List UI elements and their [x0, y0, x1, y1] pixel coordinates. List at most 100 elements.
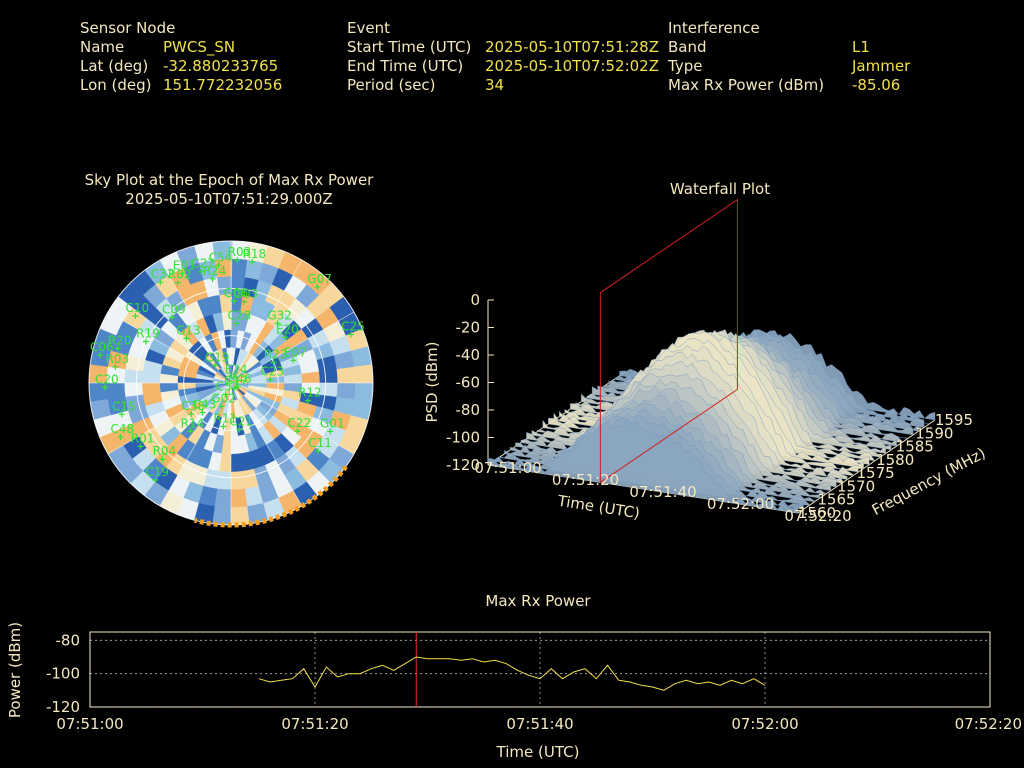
- satellite-label: R23: [264, 347, 288, 361]
- satellite-label: C06: [90, 340, 114, 354]
- satellite-marker: [215, 262, 222, 269]
- sky-cell: [350, 399, 373, 422]
- satellite-marker: [101, 384, 108, 391]
- sky-cell: [221, 311, 232, 331]
- sky-cell: [199, 360, 218, 375]
- sky-cell: [203, 276, 221, 298]
- sky-cell: [89, 344, 112, 367]
- sky-cell: [231, 346, 237, 366]
- maxpower-x-tick-label: 07:52:00: [731, 715, 798, 733]
- sky-cell: [192, 502, 215, 525]
- sky-cell: [229, 470, 245, 491]
- satellite-marker: [240, 298, 247, 305]
- sky-cell: [231, 311, 242, 331]
- sky-cell: [164, 402, 185, 419]
- satellite-marker: [249, 258, 256, 265]
- satellite-label: C28: [227, 308, 251, 322]
- sky-cell: [231, 258, 249, 278]
- sky-spoke: [159, 259, 232, 384]
- sky-cell: [241, 468, 259, 490]
- satellite-r03b: R03: [106, 352, 129, 370]
- satellite-label: G32: [267, 308, 292, 322]
- satellite-marker: [142, 338, 149, 345]
- satellite-c06: C06: [90, 340, 114, 359]
- sky-cell: [231, 375, 249, 383]
- satellite-label: C17: [224, 373, 248, 387]
- satellite-e07: E07: [284, 345, 307, 364]
- satellite-r24: R24: [203, 264, 226, 282]
- sky-cell: [248, 336, 265, 356]
- sky-cell: [195, 316, 212, 337]
- satellite-label: C25: [341, 320, 365, 334]
- sky-cell: [285, 298, 308, 321]
- satellite-g07: G07: [307, 272, 332, 290]
- sky-cell: [209, 415, 222, 436]
- sky-cell: [216, 383, 231, 396]
- sky-cell: [257, 425, 275, 446]
- sky-cell: [252, 340, 270, 359]
- satellite-c48: C48: [111, 422, 134, 440]
- satellite-marker: [209, 275, 216, 282]
- sky-cell: [176, 305, 197, 327]
- waterfall-z-tick-label: -80: [456, 401, 481, 419]
- sky-cell: [274, 453, 297, 477]
- sky-cell: [165, 289, 188, 313]
- satellite-e24: E24: [225, 363, 248, 381]
- satellite-marker: [314, 283, 321, 290]
- satellite-label: C20: [95, 372, 119, 386]
- sky-cell: [237, 398, 250, 417]
- sky-cell: [220, 435, 231, 455]
- sky-cell: [235, 329, 246, 349]
- sky-cell: [243, 357, 260, 373]
- sky-cell: [231, 378, 250, 383]
- satellite-marker: [168, 314, 175, 321]
- waterfall-y-tick-label: 1590: [915, 424, 953, 442]
- sky-cell: [223, 365, 231, 383]
- satellite-label: G06: [224, 286, 249, 300]
- sky-cell: [312, 342, 335, 361]
- sky-cell: [208, 396, 223, 415]
- sky-cell: [249, 296, 267, 318]
- sky-cell: [239, 397, 253, 415]
- sky-cell: [189, 464, 209, 487]
- sky-cell: [240, 330, 253, 351]
- sky-cell: [198, 259, 219, 281]
- satellite-marker: [157, 279, 164, 286]
- sky-cell: [181, 396, 201, 410]
- sky-cell: [287, 328, 309, 349]
- sky-cell: [168, 409, 189, 427]
- satellite-marker: [118, 411, 125, 418]
- sky-cell: [329, 335, 352, 357]
- sky-cell: [223, 418, 231, 437]
- waterfall-x-tick-label: 07:52:00: [707, 495, 774, 513]
- sky-cell: [202, 393, 219, 409]
- sky-cell: [174, 331, 194, 351]
- sky-cell: [296, 348, 318, 366]
- sky-cell: [187, 320, 205, 341]
- satellite-r11: R11: [214, 412, 237, 430]
- event-end-label: End Time (UTC): [347, 57, 464, 75]
- sky-cell: [265, 369, 285, 379]
- sky-cell: [301, 317, 325, 340]
- maxpower-line: [258, 656, 766, 691]
- satellite-marker: [218, 403, 225, 410]
- satellite-r02: R02: [168, 268, 191, 286]
- sky-cell: [261, 396, 281, 411]
- sky-cell: [213, 375, 231, 383]
- sky-cell: [205, 395, 221, 412]
- sky-cell: [148, 409, 170, 428]
- satellite-marker: [234, 383, 241, 390]
- sky-cell: [293, 307, 317, 330]
- satellite-r23: R23: [264, 347, 288, 366]
- sky-cell: [283, 383, 303, 394]
- sky-cell: [177, 387, 197, 397]
- satellite-marker: [347, 331, 354, 338]
- sky-cell: [176, 459, 198, 482]
- sky-cell: [197, 389, 216, 402]
- sky-cell: [196, 368, 215, 379]
- sky-cell: [244, 413, 258, 433]
- satellite-marker: [212, 362, 219, 369]
- sky-cell: [194, 382, 214, 388]
- sky-cell: [233, 347, 241, 366]
- sky-cell: [229, 506, 250, 525]
